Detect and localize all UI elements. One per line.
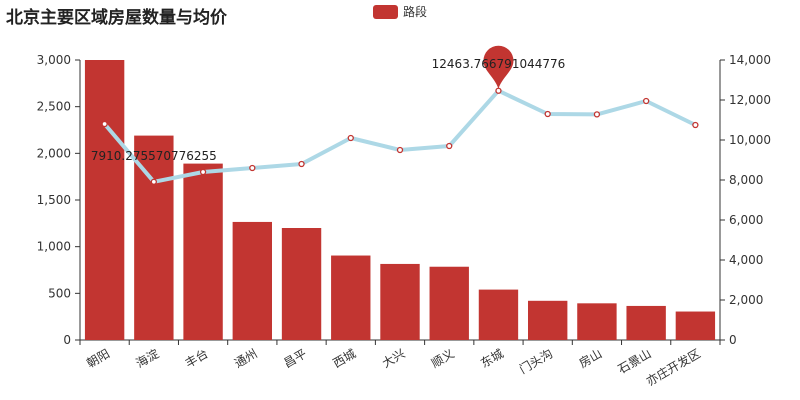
bar: [331, 255, 371, 340]
line-point: [593, 111, 601, 118]
max-marker-pin: [483, 45, 514, 89]
category-label: 通州: [232, 346, 260, 370]
y-left-tick-label: 2,500: [37, 100, 71, 114]
category-label: 西城: [330, 346, 358, 370]
line-point: [544, 110, 551, 118]
bar: [577, 303, 617, 340]
category-label: 顺义: [429, 346, 457, 370]
line-point: [495, 87, 502, 94]
line-point: [446, 142, 453, 150]
line-point: [199, 168, 207, 176]
category-label: 亦庄开发区: [643, 346, 702, 389]
min-annotation-label: 7910.275570776255: [91, 149, 217, 163]
bar: [380, 263, 420, 340]
line-point: [396, 146, 404, 154]
y-left-tick-label: 2,000: [37, 146, 71, 160]
line-point: [150, 178, 157, 185]
y-left-tick-label: 1,000: [37, 240, 71, 254]
category-label: 丰台: [182, 346, 210, 371]
y-left-tick-label: 500: [48, 286, 71, 300]
y-left-tick-label: 1,500: [37, 193, 71, 207]
bar: [478, 289, 519, 340]
legend-label[interactable]: 路段: [403, 5, 428, 19]
bar: [232, 221, 272, 340]
category-label: 石景山: [615, 346, 653, 376]
y-left-tick-label: 3,000: [37, 53, 71, 67]
category-label: 昌平: [281, 346, 309, 370]
line-point: [101, 120, 108, 128]
legend[interactable]: 路段: [373, 3, 427, 20]
bar: [429, 266, 469, 340]
category-label: 海淀: [133, 346, 161, 371]
category-label: 门头沟: [517, 346, 556, 377]
y-right-tick-label: 2,000: [729, 293, 763, 307]
category-label: 房山: [576, 346, 604, 371]
bar: [281, 228, 322, 340]
max-annotation-label: 12463.766791044776: [432, 57, 566, 71]
bar: [134, 135, 174, 340]
line-point: [643, 97, 650, 105]
bar: [626, 305, 666, 340]
y-right-tick-label: 0: [729, 333, 737, 347]
y-right-tick-label: 8,000: [729, 173, 763, 187]
y-right-tick-label: 4,000: [729, 253, 763, 267]
line-point: [298, 160, 305, 168]
y-left-tick-label: 0: [63, 333, 71, 347]
line-point: [249, 164, 256, 172]
y-right-tick-label: 14,000: [729, 53, 771, 67]
bar: [528, 300, 568, 340]
chart-title: 北京主要区域房屋数量与均价: [6, 8, 227, 28]
category-label: 朝阳: [84, 346, 112, 370]
category-label: 东城: [478, 346, 506, 370]
bar: [675, 311, 716, 340]
bar: [183, 163, 223, 340]
y-right-tick-label: 6,000: [729, 213, 763, 227]
category-label: 大兴: [380, 346, 408, 370]
line-point: [347, 134, 354, 142]
y-right-tick-label: 10,000: [729, 133, 771, 147]
bar: [84, 60, 125, 340]
line-point: [692, 121, 699, 129]
legend-swatch[interactable]: [373, 4, 398, 19]
y-right-tick-label: 12,000: [729, 93, 771, 107]
